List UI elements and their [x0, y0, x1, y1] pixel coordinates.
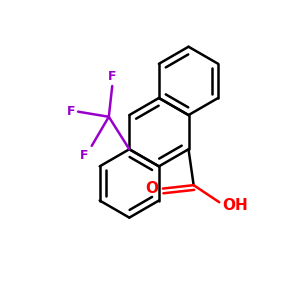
Text: O: O — [146, 181, 158, 196]
Text: F: F — [108, 70, 116, 83]
Text: OH: OH — [222, 198, 248, 213]
Text: F: F — [67, 105, 75, 118]
Text: F: F — [80, 149, 89, 162]
